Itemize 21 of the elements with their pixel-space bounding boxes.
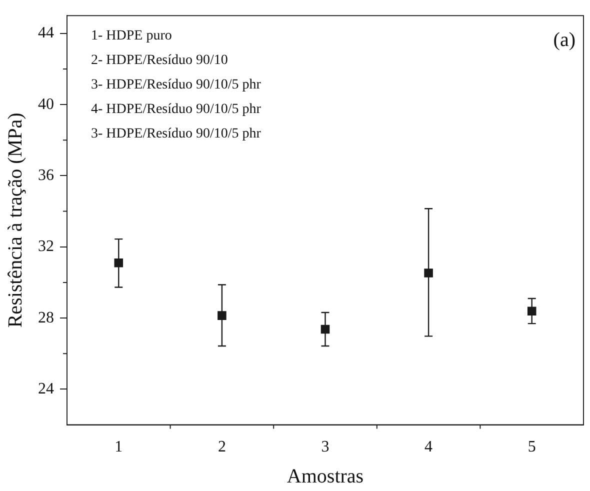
- annotation: 3- HDPE/Resíduo 90/10/5 phr: [91, 77, 262, 92]
- point: [424, 268, 433, 278]
- point: [218, 311, 226, 320]
- annotation: 4- HDPE/Resíduo 90/10/5 phr: [91, 102, 262, 117]
- y-tick-label: 32: [38, 238, 54, 256]
- annotation: 2- HDPE/Resíduo 90/10: [91, 52, 228, 68]
- x-tick-label: 1: [114, 438, 123, 456]
- x-tick-label: 2: [218, 438, 226, 456]
- y-tick-label: 44: [38, 24, 54, 42]
- x-tick-label: 3: [321, 438, 330, 456]
- annotation: 3- HDPE/Resíduo 90/10/5 phr: [91, 126, 262, 142]
- annotation: 1- HDPE puro: [91, 28, 172, 44]
- y-tick-label: 36: [38, 166, 54, 184]
- y-tick-label: 40: [38, 96, 54, 113]
- text: (a): [553, 28, 576, 51]
- y-tick-label: 24: [38, 380, 54, 398]
- y-tick-label: 28: [38, 309, 54, 326]
- x-tick-label: 5: [528, 438, 536, 456]
- x-axis-title: Amostras: [286, 465, 364, 488]
- x-tick-label: 4: [424, 438, 433, 456]
- y-axis-title: Resistência à tração (MPa): [4, 112, 26, 328]
